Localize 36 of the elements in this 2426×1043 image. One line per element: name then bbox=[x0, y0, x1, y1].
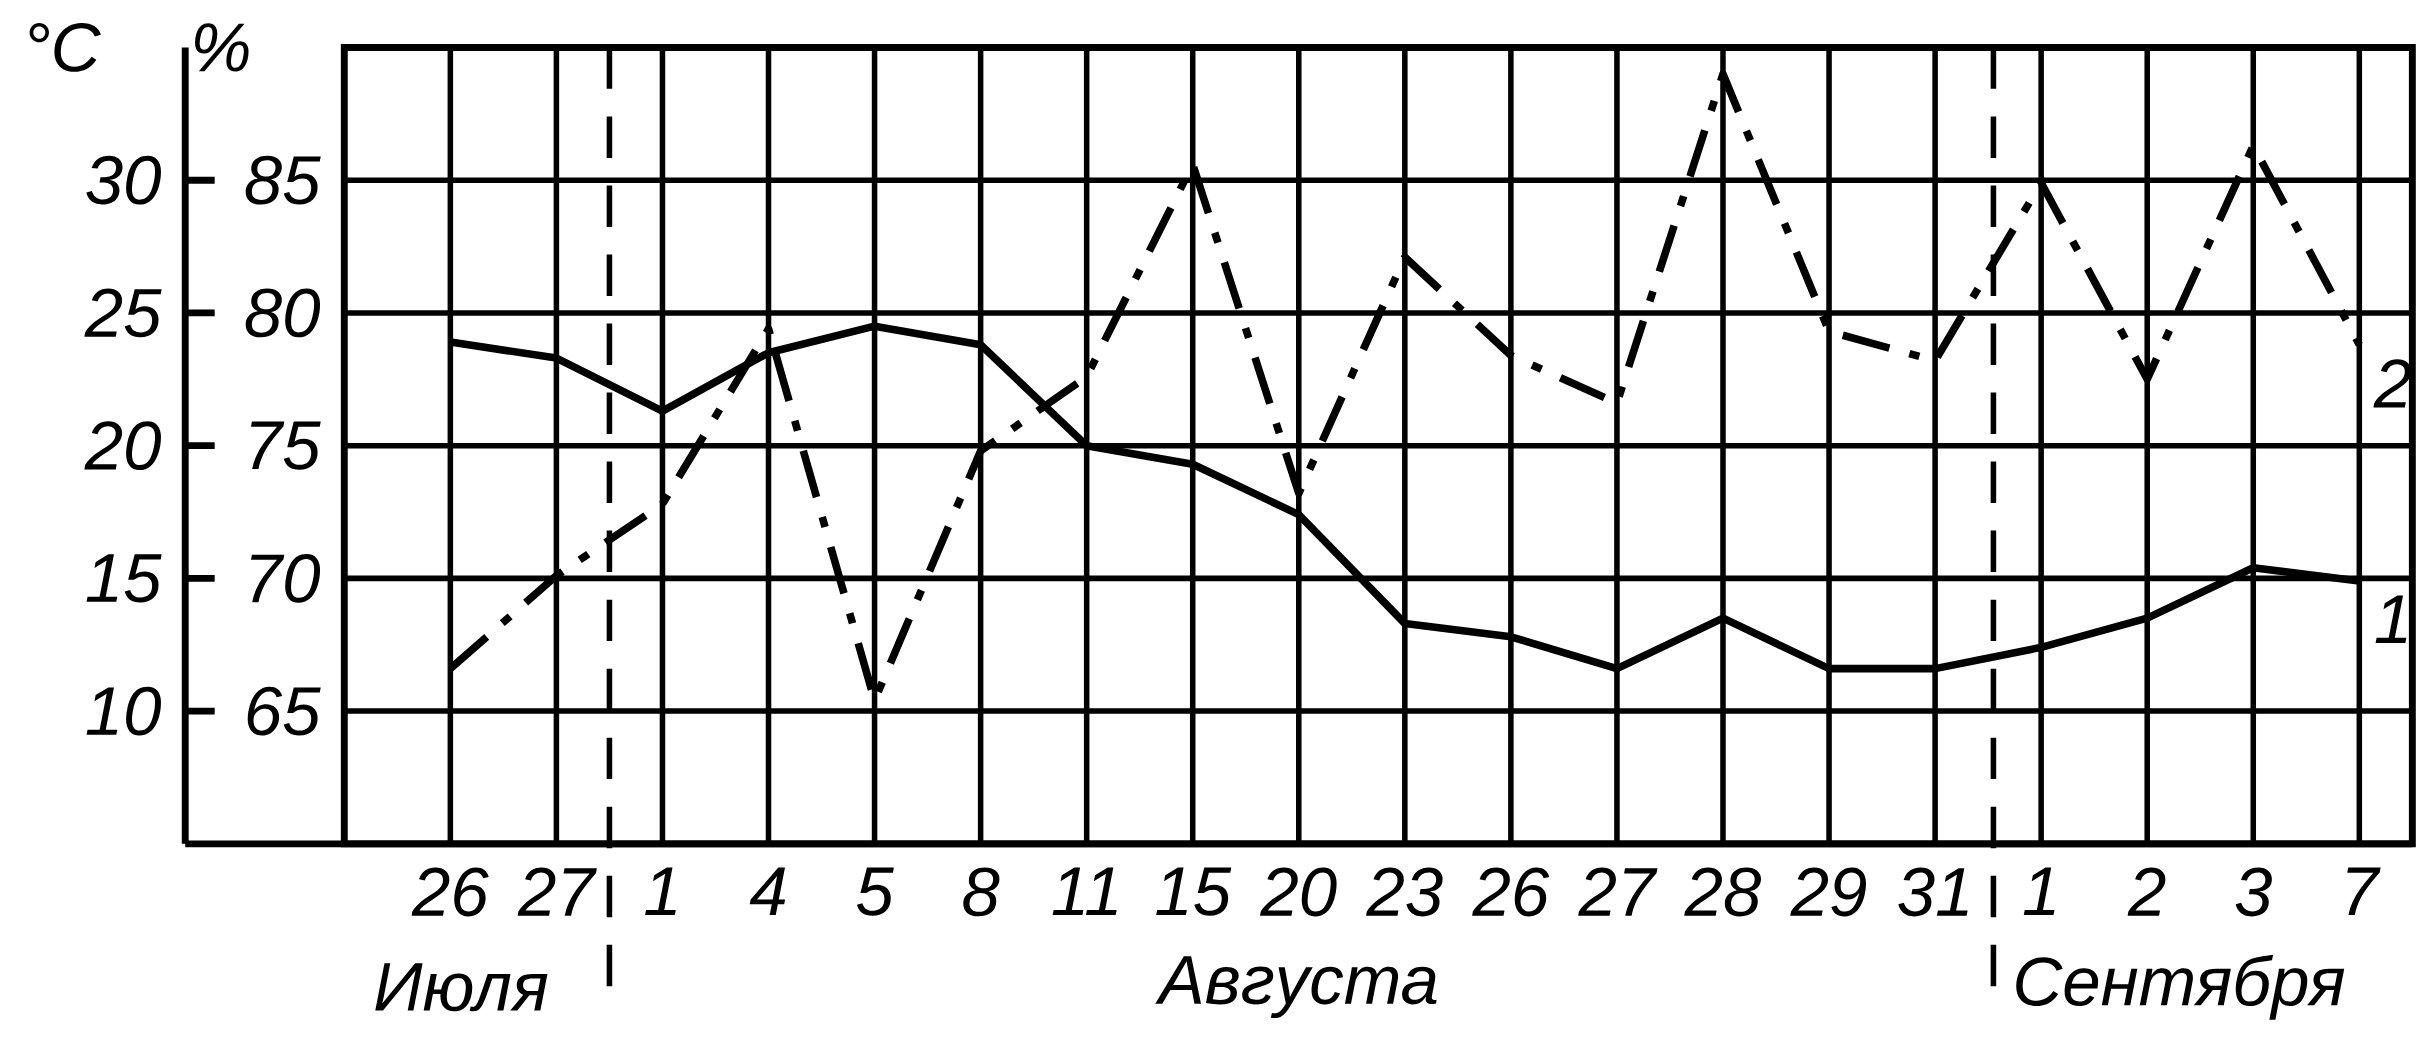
x-tick-label: 15 bbox=[1156, 867, 1232, 916]
y-axis-title: °C bbox=[29, 23, 101, 72]
text: Августа bbox=[1155, 956, 1437, 1019]
y2-tick-label: 85 bbox=[245, 155, 321, 205]
series-label: 2 bbox=[2373, 359, 2412, 408]
y2-tick-label: 75 bbox=[250, 421, 321, 470]
x-tick-label: 2 bbox=[2127, 867, 2166, 916]
x-tick-label: 7 bbox=[2347, 867, 2381, 916]
x-tick-label: 4 bbox=[749, 867, 786, 916]
y2-tick-label: 65 bbox=[247, 686, 321, 736]
text: Июля bbox=[375, 963, 548, 1012]
x-tick-label: 1 bbox=[2023, 867, 2055, 916]
y-tick-label: 10 bbox=[86, 686, 161, 736]
y-tick-label: 30 bbox=[86, 155, 161, 205]
series-label: 1 bbox=[2375, 595, 2407, 644]
y2-axis-title: % bbox=[195, 23, 249, 72]
y2-tick-label: 70 bbox=[250, 554, 321, 603]
x-tick-label: 3 bbox=[2235, 867, 2272, 917]
y-tick-label: 15 bbox=[86, 554, 162, 603]
x-tick-label: 29 bbox=[1790, 867, 1867, 917]
x-tick-label: 31 bbox=[1898, 867, 1968, 917]
x-tick-label: 20 bbox=[1260, 867, 1337, 917]
x-tick-label: 26 bbox=[411, 867, 489, 917]
y-tick-label: 25 bbox=[84, 288, 162, 338]
y2-tick-label: 80 bbox=[245, 288, 321, 338]
x-tick-label: 8 bbox=[963, 867, 1000, 917]
x-tick-label: 5 bbox=[856, 867, 894, 916]
x-tick-label: 27 bbox=[1578, 867, 1658, 916]
x-tick-label: 11 bbox=[1052, 867, 1117, 916]
x-tick-label: 27 bbox=[517, 867, 597, 916]
x-tick-label: 1 bbox=[645, 867, 676, 916]
y-tick-label: 20 bbox=[84, 421, 161, 471]
x-tick-label: 23 bbox=[1366, 867, 1443, 917]
x-tick-label: 26 bbox=[1472, 867, 1550, 917]
text: Сентября bbox=[2016, 954, 2345, 1020]
x-tick-label: 28 bbox=[1684, 867, 1761, 917]
